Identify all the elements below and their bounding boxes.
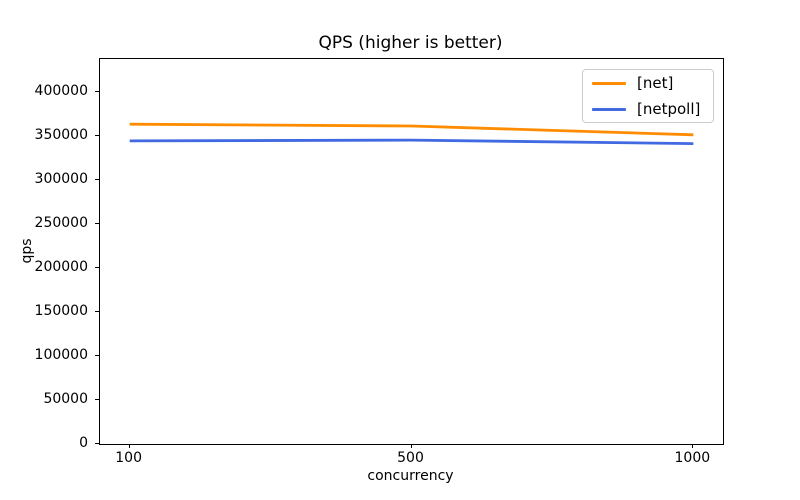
plot-lines-svg	[129, 122, 694, 145]
y-tick-mark	[95, 222, 99, 224]
y-tick-label: 200000	[34, 258, 88, 275]
y-tick-label: 400000	[34, 82, 88, 99]
y-tick-label: 50000	[43, 390, 88, 407]
y-tick-mark	[95, 310, 99, 312]
x-tick-label: 500	[397, 450, 424, 466]
series-line-net	[129, 122, 694, 137]
legend-label: [net]	[637, 74, 674, 92]
y-tick-mark	[95, 90, 99, 92]
x-axis-label: concurrency	[367, 468, 454, 484]
x-tick-mark	[128, 444, 130, 448]
chart-title: QPS (higher is better)	[318, 33, 503, 53]
legend-row: [net]	[592, 73, 705, 93]
x-tick-label: 1000	[674, 450, 711, 466]
legend: [net] [netpoll]	[582, 69, 714, 123]
y-tick-mark	[95, 398, 99, 400]
y-tick-label: 250000	[34, 214, 88, 231]
x-tick-mark	[410, 444, 412, 448]
y-tick-mark	[95, 178, 99, 180]
y-tick-label: 300000	[34, 170, 88, 187]
x-tick-mark	[692, 444, 694, 448]
y-tick-label: 100000	[34, 346, 88, 363]
legend-row: [netpoll]	[592, 99, 705, 119]
y-tick-label: 350000	[34, 126, 88, 143]
y-tick-label: 0	[79, 435, 88, 451]
y-tick-mark	[95, 266, 99, 268]
legend-label: [netpoll]	[637, 100, 701, 118]
legend-color-line	[592, 81, 626, 85]
y-tick-mark	[95, 134, 99, 136]
legend-color-line	[592, 107, 626, 111]
series-line-netpoll	[129, 138, 694, 145]
x-tick-label: 100	[115, 450, 142, 466]
y-tick-label: 150000	[34, 302, 88, 319]
y-tick-mark	[95, 354, 99, 356]
y-tick-mark	[95, 443, 99, 444]
